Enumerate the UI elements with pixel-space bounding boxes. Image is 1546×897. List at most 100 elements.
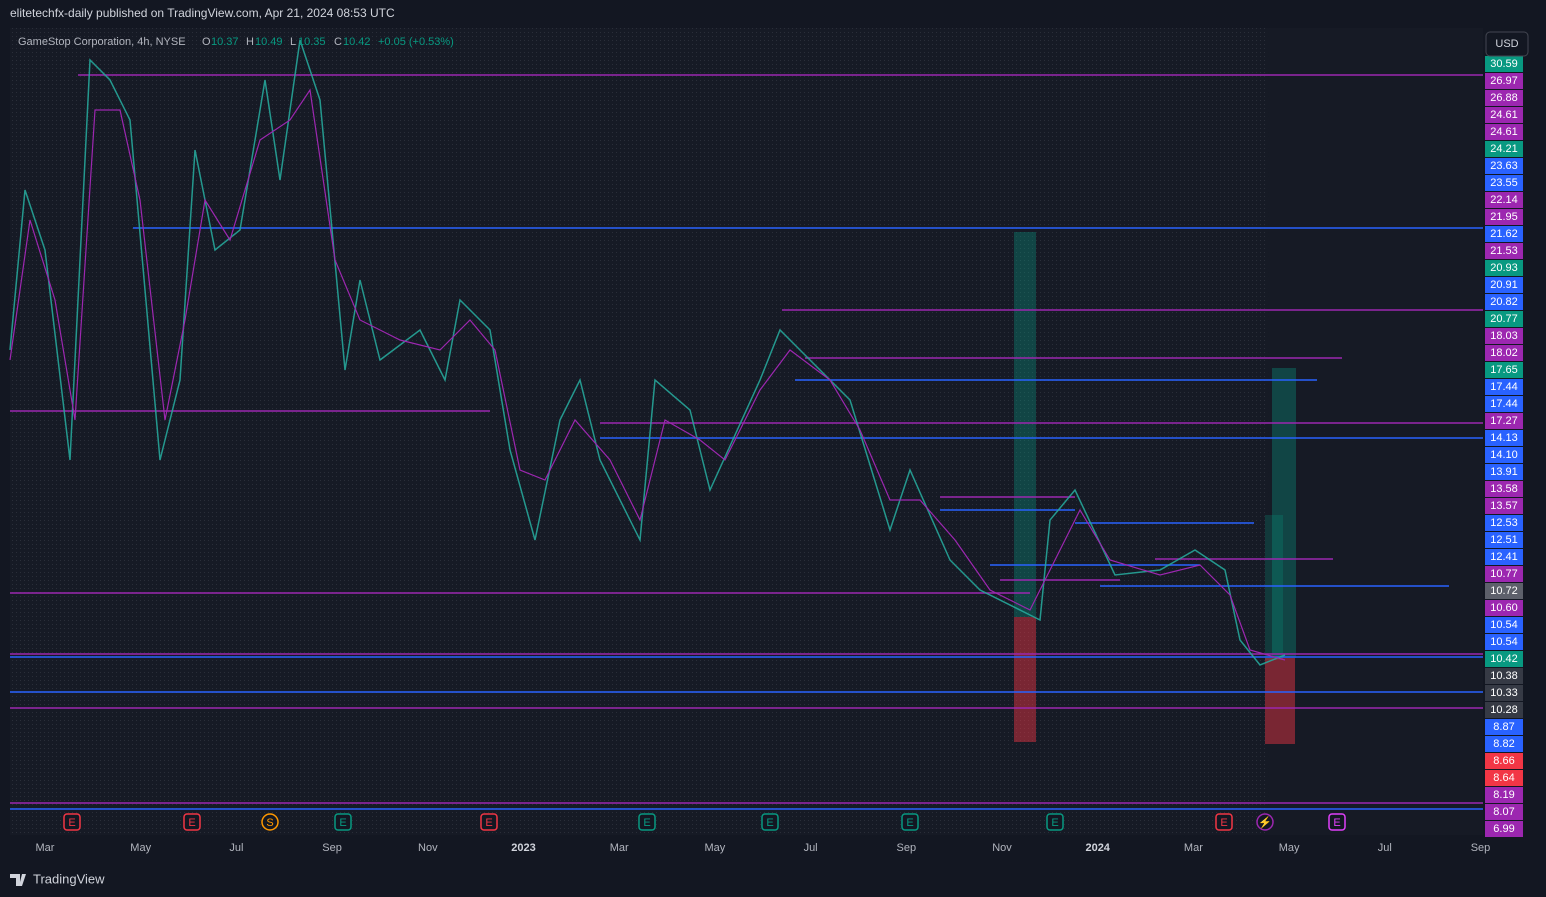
price-label-box [1485, 192, 1523, 208]
price-label-box [1485, 770, 1523, 786]
price-label-box [1485, 209, 1523, 225]
price-label: 30.59 [1490, 58, 1518, 70]
event-label: E [766, 817, 773, 829]
time-label: Sep [322, 842, 342, 854]
zones [1014, 232, 1296, 744]
low: 10.35 [298, 36, 326, 48]
price-label: 24.61 [1490, 109, 1518, 121]
close-key: C [334, 36, 342, 48]
price-label-box [1485, 396, 1523, 412]
price-label-box [1485, 481, 1523, 497]
price-label-box [1485, 56, 1523, 72]
price-label: 14.10 [1490, 449, 1518, 461]
low-key: L [290, 36, 296, 48]
price-label-box [1485, 430, 1523, 446]
event-icon [638, 813, 656, 831]
time-label: May [705, 842, 726, 854]
price-label-box [1485, 821, 1523, 837]
price-label: 18.03 [1490, 330, 1518, 342]
price-label: 13.57 [1490, 500, 1518, 512]
price-label: 26.97 [1490, 75, 1518, 87]
price-label-box [1485, 719, 1523, 735]
price-label-box [1485, 753, 1523, 769]
price-label: 8.66 [1493, 755, 1514, 767]
footer-brand: TradingView [33, 871, 105, 886]
price-label: 17.44 [1490, 398, 1518, 410]
event-icon [1046, 813, 1064, 831]
time-label: Sep [897, 842, 917, 854]
chart-texture [10, 28, 1265, 835]
time-label: May [1279, 842, 1300, 854]
price-label-box [1485, 617, 1523, 633]
time-label: May [130, 842, 151, 854]
time-label: Mar [1184, 842, 1203, 854]
price-label: 20.82 [1490, 296, 1518, 308]
event-icon [480, 813, 498, 831]
price-label-box [1485, 294, 1523, 310]
price-label-box [1485, 345, 1523, 361]
event-label: E [906, 817, 913, 829]
time-label: Jul [1378, 842, 1392, 854]
event-label: E [1051, 817, 1058, 829]
time-label: Mar [36, 842, 55, 854]
price-label-box [1485, 73, 1523, 89]
price-label: 8.87 [1493, 721, 1514, 733]
price-label: 20.77 [1490, 313, 1518, 325]
event-icon [261, 813, 279, 831]
price-label-box [1485, 158, 1523, 174]
price-label-box [1485, 124, 1523, 140]
price-label: 8.64 [1493, 772, 1514, 784]
price-label: 20.91 [1490, 279, 1518, 291]
price-label-box [1485, 447, 1523, 463]
time-label: 2023 [511, 842, 535, 854]
time-label: Sep [1471, 842, 1491, 854]
price-label-box [1485, 362, 1523, 378]
price-label-box [1485, 651, 1523, 667]
price-label-box [1485, 566, 1523, 582]
price-label-box [1485, 328, 1523, 344]
price-label: 10.60 [1490, 602, 1518, 614]
event-label: E [188, 817, 195, 829]
currency-button[interactable] [1485, 31, 1529, 57]
price-label-box [1485, 804, 1523, 820]
time-label: Mar [610, 842, 629, 854]
price-label-box [1485, 379, 1523, 395]
price-label-box [1485, 107, 1523, 123]
event-icon [334, 813, 352, 831]
price-label: 10.33 [1490, 687, 1518, 699]
price-label-box [1485, 226, 1523, 242]
price-label-box [1485, 549, 1523, 565]
price-label: 21.62 [1490, 228, 1518, 240]
price-label: 12.41 [1490, 551, 1518, 563]
price-label: 10.28 [1490, 704, 1518, 716]
currency[interactable]: USD [1495, 38, 1518, 50]
price-label: 10.38 [1490, 670, 1518, 682]
close: 10.42 [343, 36, 371, 48]
price-label-box [1485, 311, 1523, 327]
price-label: 17.44 [1490, 381, 1518, 393]
price-label: 22.14 [1490, 194, 1518, 206]
price-label-box [1485, 260, 1523, 276]
price-label: 10.54 [1490, 619, 1518, 631]
event-label: S [266, 817, 273, 829]
price-label: 24.61 [1490, 126, 1518, 138]
price-label-box [1485, 498, 1523, 514]
price-label-box [1485, 243, 1523, 259]
time-label: Nov [418, 842, 438, 854]
event-label: E [643, 817, 650, 829]
price-label: 23.55 [1490, 177, 1518, 189]
legend: GameStop Corporation, 4h, NYSE O 10.37 H… [18, 36, 454, 48]
price-label-box [1485, 141, 1523, 157]
header-title: elitetechfx-daily published on TradingVi… [10, 6, 395, 20]
price-label-box [1485, 515, 1523, 531]
high: 10.49 [255, 36, 283, 48]
event-icon [1328, 813, 1346, 831]
open-key: O [202, 36, 211, 48]
event-label: E [1220, 817, 1227, 829]
price-label: 17.65 [1490, 364, 1518, 376]
high-key: H [246, 36, 254, 48]
open: 10.37 [211, 36, 239, 48]
price-label: 13.91 [1490, 466, 1518, 478]
price-label: 12.51 [1490, 534, 1518, 546]
